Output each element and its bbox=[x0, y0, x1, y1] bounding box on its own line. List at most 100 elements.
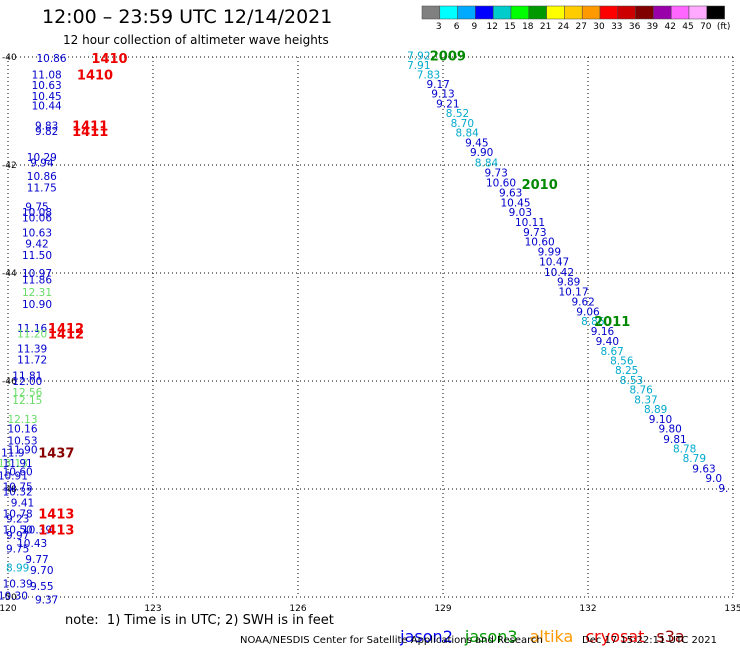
satellite-jason3: jason3 bbox=[464, 627, 518, 646]
wave-height-label: 8.52 bbox=[446, 108, 469, 120]
wave-height-label: 10.42 bbox=[544, 267, 574, 279]
wave-height-label: 11.39 bbox=[17, 344, 47, 356]
wave-height-label: 9.42 bbox=[25, 238, 48, 250]
wave-height-label: 10.16 bbox=[7, 424, 37, 436]
y-tick-label: -40 bbox=[2, 53, 17, 63]
wave-height-label: 12.15 bbox=[12, 395, 42, 407]
wave-height-label: 11.08 bbox=[32, 69, 62, 81]
wave-height-label: 10.60 bbox=[486, 177, 516, 189]
wave-height-label: 10.39 bbox=[22, 525, 52, 537]
wave-height-label: 9.55 bbox=[30, 581, 53, 593]
units-note: note: 1) Time is in UTC; 2) SWH is in fe… bbox=[65, 613, 334, 628]
wave-height-label: 8.67 bbox=[600, 346, 623, 358]
pass-time-label: 1411 bbox=[72, 125, 108, 140]
pass-time-label: 1411 bbox=[72, 120, 108, 135]
wave-height-label: 9.73 bbox=[484, 168, 507, 180]
wave-height-label: 10.86 bbox=[36, 53, 66, 65]
satellite-jason2: jason2 bbox=[400, 627, 453, 646]
wave-height-label: 9.10 bbox=[649, 414, 672, 426]
wave-height-label: 9.63 bbox=[499, 188, 522, 200]
wave-height-label: 9.0 bbox=[705, 473, 722, 485]
wave-height-label: 11.90 bbox=[7, 445, 37, 457]
wave-height-label: 10.08 bbox=[22, 207, 52, 219]
legend-label: 18 bbox=[522, 22, 534, 32]
legend-label: 3 bbox=[436, 22, 442, 32]
satellite-altika: altika bbox=[529, 627, 574, 646]
wave-height-label: 9.41 bbox=[11, 498, 34, 510]
wave-height-label: 10.63 bbox=[22, 228, 52, 240]
grid-lines bbox=[7, 56, 734, 598]
wave-height-label: 9.89 bbox=[557, 277, 580, 289]
legend-label: 36 bbox=[629, 22, 641, 32]
wave-height-label: 8.84 bbox=[475, 157, 499, 169]
wave-height-label: 9.17 bbox=[426, 79, 449, 91]
wave-height-label: 11.9 bbox=[1, 447, 24, 459]
y-tick-label: -42 bbox=[2, 161, 17, 171]
satellite-s3a: s3a bbox=[656, 627, 685, 646]
wave-height-label: 10.60 bbox=[525, 237, 555, 249]
x-tick-label: 120 bbox=[0, 604, 17, 614]
wave-height-label: 10.32 bbox=[3, 487, 33, 499]
wave-height-label: 9.94 bbox=[30, 157, 54, 169]
wave-height-label: 8.76 bbox=[629, 385, 653, 397]
wave-height-label: 9.82 bbox=[35, 126, 58, 138]
wave-height-label: 11.20 bbox=[17, 328, 47, 340]
legend-label: (ft) bbox=[717, 22, 731, 32]
legend-label: 9 bbox=[472, 22, 478, 32]
wave-height-label: 8.56 bbox=[610, 355, 634, 367]
wave-height-label: 10.60 bbox=[3, 467, 33, 479]
pass-time-label: 1410 bbox=[77, 68, 113, 83]
wave-height-label: 11.16 bbox=[17, 323, 47, 335]
wave-height-label: 9.75 bbox=[25, 202, 48, 214]
wave-height-label: 7.83 bbox=[417, 69, 440, 81]
legend-label: 24 bbox=[558, 22, 570, 32]
wave-height-label: 12.56 bbox=[12, 387, 42, 399]
legend-label: 27 bbox=[575, 22, 586, 32]
wave-height-label: 9.37 bbox=[35, 595, 58, 607]
wave-height-label: 8.53 bbox=[620, 375, 643, 387]
wave-height-label: 11.75 bbox=[27, 183, 57, 195]
wave-height-label: 9. bbox=[718, 483, 728, 495]
wave-height-label: 9.70 bbox=[30, 565, 53, 577]
chart-subtitle: 12 hour collection of altimeter wave hei… bbox=[63, 33, 329, 47]
wave-height-label: 9.90 bbox=[470, 147, 493, 159]
wave-height-label: 9.45 bbox=[465, 137, 488, 149]
wave-height-label: 8.37 bbox=[634, 394, 657, 406]
wave-height-label: 10.06 bbox=[22, 212, 52, 224]
wave-height-label: 10.44 bbox=[32, 101, 62, 113]
wave-height-label: 10.47 bbox=[539, 257, 569, 269]
wave-height-label: 10.53 bbox=[7, 435, 37, 447]
wave-height-label: 10.97 bbox=[22, 268, 52, 280]
color-scale-legend: 3 6 9 12 15 18 21 24 27 30 33 36 39 42 45 70 (ft) bbox=[421, 5, 731, 32]
y-tick-label: -48 bbox=[2, 485, 17, 495]
wave-height-label: 12.13 bbox=[7, 414, 37, 426]
wave-height-points: 10.8611.0810.6310.4510.449.839.8210.299.… bbox=[0, 50, 728, 606]
legend-swatch bbox=[706, 5, 725, 20]
wave-height-label: 9.77 bbox=[25, 554, 48, 566]
pass-time-label: 1412 bbox=[48, 322, 84, 337]
wave-height-label: 9.63 bbox=[692, 463, 715, 475]
satellite-cryosat: cryosat bbox=[585, 627, 645, 646]
y-tick-label: -46 bbox=[2, 377, 17, 387]
pass-time-label: 1412 bbox=[48, 327, 84, 342]
legend-label: 33 bbox=[611, 22, 622, 32]
wave-height-label: 10.11 bbox=[515, 217, 545, 229]
wave-height-label: 9.73 bbox=[523, 227, 546, 239]
wave-height-label: 11.86 bbox=[22, 274, 52, 286]
legend-label: 12 bbox=[486, 22, 497, 32]
wave-height-label: 10.78 bbox=[3, 508, 33, 520]
wave-height-label: 8.25 bbox=[615, 365, 638, 377]
x-tick-label: 135 bbox=[724, 604, 740, 614]
wave-height-label: 11.72 bbox=[17, 354, 47, 366]
pass-time-label: 1437 bbox=[38, 446, 74, 461]
legend-label: 42 bbox=[664, 22, 675, 32]
wave-height-label: 8.99 bbox=[6, 562, 29, 574]
pass-time-label: 1410 bbox=[91, 52, 127, 67]
legend-label: 45 bbox=[682, 22, 693, 32]
wave-height-label: 9.16 bbox=[591, 326, 615, 338]
pass-time-label: 1413 bbox=[38, 507, 74, 522]
wave-height-label: 13.13 bbox=[0, 458, 28, 470]
pass-time-label: 2009 bbox=[430, 49, 466, 64]
